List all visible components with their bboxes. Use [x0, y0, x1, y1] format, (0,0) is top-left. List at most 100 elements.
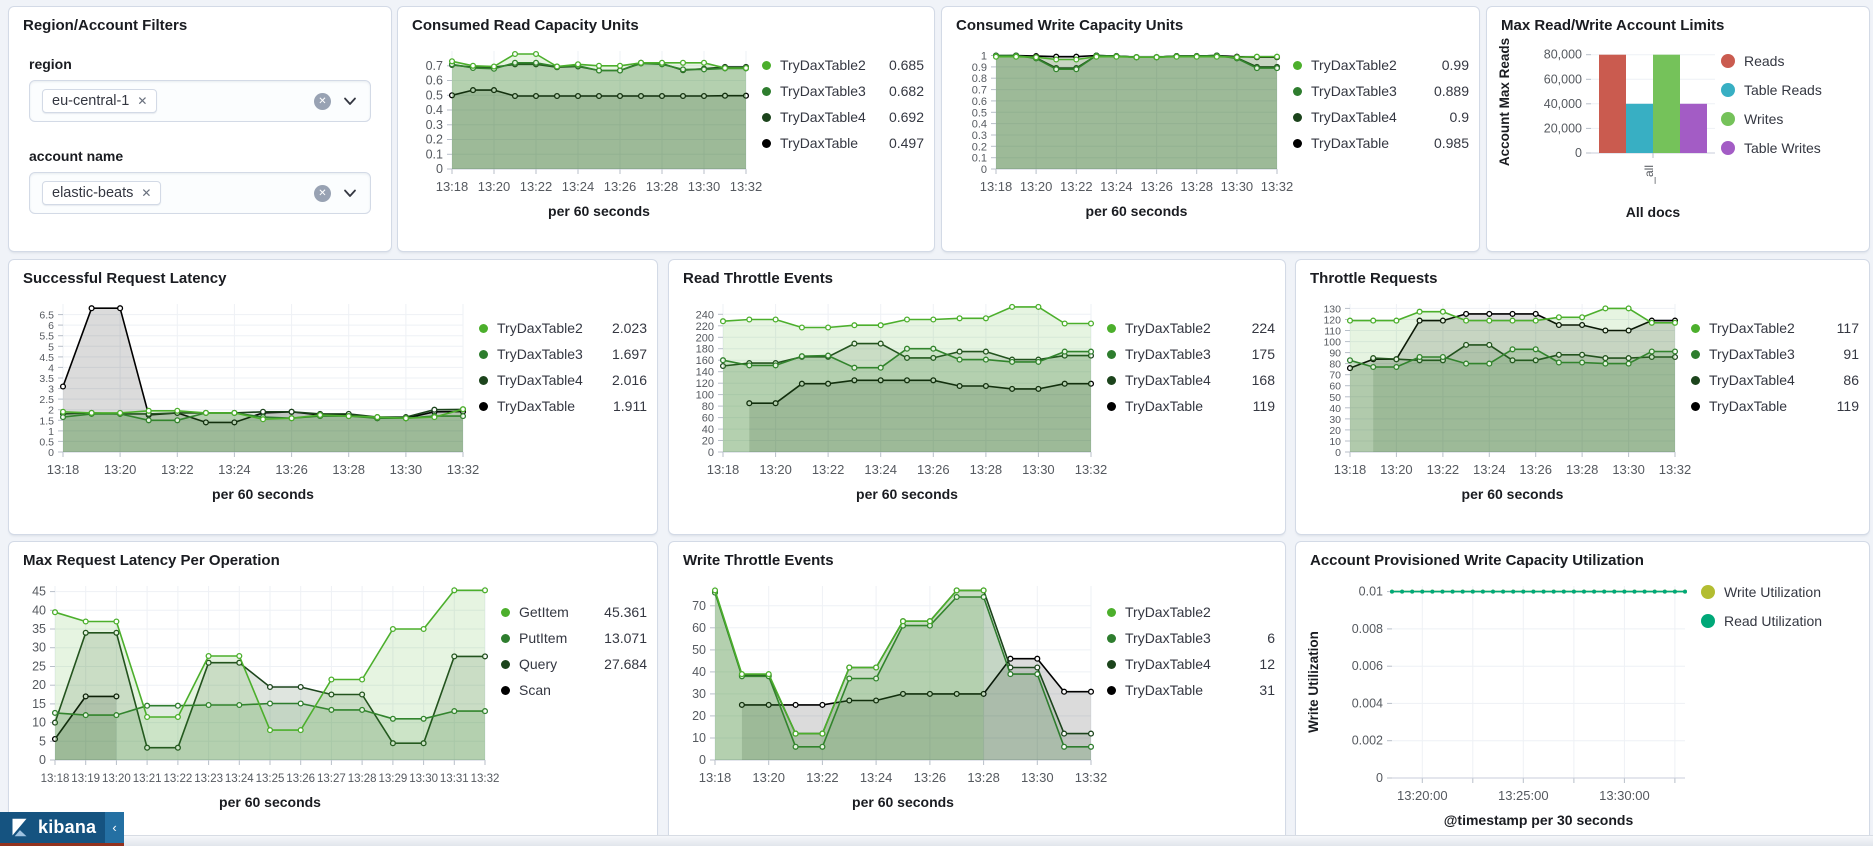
- svg-text:5: 5: [39, 734, 46, 748]
- consumed-write-capacity-chart[interactable]: 13:18 13:20 13:22 13:24 13:26 13:28 13:30 13:32…: [948, 37, 1294, 225]
- svg-text:25: 25: [32, 660, 46, 674]
- legend-item[interactable]: TryDaxTable2 224: [1107, 320, 1275, 336]
- legend-dot-icon: [762, 138, 771, 148]
- legend-item[interactable]: Table Reads: [1721, 82, 1859, 98]
- legend-label: TryDaxTable4: [1709, 372, 1795, 388]
- legend-dot-icon: [501, 685, 510, 695]
- successful-request-latency-chart[interactable]: 13:18 13:20 13:22 13:24 13:26 13:28 13:30 13:32…: [15, 290, 479, 508]
- panel-consumed-read-capacity-units: Consumed Read Capacity Units 13:18 13:20 1…: [397, 6, 935, 252]
- legend-item[interactable]: TryDaxTable 119: [1107, 398, 1275, 414]
- svg-text:13:24: 13:24: [218, 462, 251, 477]
- legend-label: Scan: [519, 682, 551, 698]
- legend-dot-icon: [1107, 349, 1116, 359]
- legend-item[interactable]: TryDaxTable2 0.99: [1293, 57, 1469, 73]
- legend-item[interactable]: TryDaxTable4 0.9: [1293, 109, 1469, 125]
- legend-label: TryDaxTable2: [780, 57, 866, 73]
- legend-item[interactable]: Reads: [1721, 53, 1859, 69]
- legend-item[interactable]: TryDaxTable2: [1107, 604, 1275, 620]
- legend-item[interactable]: Table Writes: [1721, 140, 1859, 156]
- svg-text:0.3: 0.3: [426, 118, 443, 132]
- write-capacity-utilization-chart[interactable]: 13:20:00 13:25:00 13:30:00 0 0.002 0.004 0.006…: [1302, 572, 1701, 834]
- max-request-latency-chart[interactable]: 13:18 13:19 13:20 13:21 13:22 13:23 13:24 13:25…: [15, 572, 501, 816]
- panel-max-request-latency-per-operation: Max Request Latency Per Operation 13:18 1…: [8, 541, 658, 843]
- legend-dot-icon: [1701, 614, 1715, 628]
- account-limits-bar-chart[interactable]: 0 20,000 40,000 60,000 80,000 _all All docs Acc…: [1493, 37, 1721, 225]
- legend-item[interactable]: TryDaxTable3 1.697: [479, 346, 647, 362]
- read-throttle-events-chart[interactable]: 13:18 13:20 13:22 13:24 13:26 13:28 13:30 13:32…: [675, 290, 1107, 508]
- legend-item[interactable]: TryDaxTable4 12: [1107, 656, 1275, 672]
- legend-item[interactable]: TryDaxTable 0.985: [1293, 135, 1469, 151]
- collapse-nav-button[interactable]: ‹: [105, 812, 124, 843]
- legend-item[interactable]: TryDaxTable3 0.889: [1293, 83, 1469, 99]
- svg-text:5.5: 5.5: [39, 331, 54, 343]
- svg-text:15: 15: [32, 697, 46, 711]
- legend-item[interactable]: Writes: [1721, 111, 1859, 127]
- legend-item[interactable]: TryDaxTable4 86: [1691, 372, 1859, 388]
- account-combobox[interactable]: elastic-beats ✕ ✕: [29, 172, 371, 214]
- svg-text:13:32: 13:32: [1075, 462, 1107, 477]
- chart-legend: TryDaxTable2 0.99 TryDaxTable3 0.889 TryDaxT…: [1293, 37, 1469, 225]
- panel-title: Account Provisioned Write Capacity Utili…: [1310, 552, 1644, 569]
- legend-item[interactable]: TryDaxTable 1.911: [479, 398, 647, 414]
- write-throttle-events-chart[interactable]: 13:18 13:20 13:22 13:24 13:26 13:28 13:30 13:32…: [675, 572, 1107, 816]
- svg-text:13:30: 13:30: [390, 462, 423, 477]
- clear-account-icon[interactable]: ✕: [314, 184, 331, 202]
- legend-item[interactable]: TryDaxTable2 117: [1691, 320, 1859, 336]
- region-pill-label: eu-central-1: [52, 93, 130, 109]
- legend-item[interactable]: Write Utilization: [1701, 584, 1859, 600]
- svg-text:60: 60: [1329, 381, 1341, 393]
- kibana-logo[interactable]: kibana: [0, 812, 105, 843]
- svg-text:1: 1: [981, 51, 987, 63]
- region-filter-label: region: [29, 56, 72, 72]
- svg-text:0.2: 0.2: [426, 133, 443, 147]
- remove-region-icon[interactable]: ✕: [137, 94, 148, 108]
- legend-item[interactable]: TryDaxTable 0.497: [762, 135, 924, 151]
- legend-dot-icon: [1691, 401, 1700, 411]
- legend-item[interactable]: TryDaxTable3 0.682: [762, 83, 924, 99]
- legend-item[interactable]: TryDaxTable4 2.016: [479, 372, 647, 388]
- legend-label: TryDaxTable3: [497, 346, 583, 362]
- svg-text:10: 10: [32, 716, 46, 730]
- legend-item[interactable]: TryDaxTable2 0.685: [762, 57, 924, 73]
- legend-dot-icon: [479, 349, 488, 359]
- legend-item[interactable]: Query 27.684: [501, 656, 647, 672]
- legend-dot-icon: [1107, 685, 1116, 695]
- legend-item[interactable]: TryDaxTable4 0.692: [762, 109, 924, 125]
- legend-label: Write Utilization: [1724, 584, 1821, 600]
- legend-label: TryDaxTable2: [1125, 604, 1211, 620]
- svg-text:13:30: 13:30: [688, 179, 721, 194]
- legend-dot-icon: [1691, 375, 1700, 385]
- svg-text:20: 20: [1329, 425, 1341, 437]
- svg-text:0.01: 0.01: [1359, 585, 1383, 599]
- legend-item[interactable]: PutItem 13.071: [501, 630, 647, 646]
- legend-item[interactable]: Read Utilization: [1701, 613, 1859, 629]
- legend-item[interactable]: TryDaxTable 119: [1691, 398, 1859, 414]
- horizontal-scrollbar[interactable]: [124, 835, 1873, 846]
- account-pill[interactable]: elastic-beats ✕: [42, 181, 162, 205]
- legend-dot-icon: [1721, 83, 1735, 97]
- legend-item[interactable]: TryDaxTable 31: [1107, 682, 1275, 698]
- legend-dot-icon: [1721, 141, 1735, 155]
- chevron-down-icon[interactable]: [342, 93, 358, 109]
- remove-account-icon[interactable]: ✕: [141, 186, 152, 200]
- legend-item[interactable]: TryDaxTable2 2.023: [479, 320, 647, 336]
- svg-text:13:20: 13:20: [104, 462, 137, 477]
- legend-item[interactable]: TryDaxTable3 91: [1691, 346, 1859, 362]
- legend-item[interactable]: TryDaxTable4 168: [1107, 372, 1275, 388]
- svg-text:1.5: 1.5: [39, 415, 54, 427]
- legend-item[interactable]: TryDaxTable3 6: [1107, 630, 1275, 646]
- consumed-read-capacity-chart[interactable]: 13:18 13:20 13:22 13:24 13:26 13:28 13:30 13:32…: [404, 37, 762, 225]
- svg-text:0.1: 0.1: [972, 153, 987, 165]
- clear-region-icon[interactable]: ✕: [314, 92, 331, 110]
- legend-item[interactable]: TryDaxTable3 175: [1107, 346, 1275, 362]
- chevron-down-icon[interactable]: [342, 185, 358, 201]
- svg-text:30: 30: [692, 687, 706, 701]
- legend-dot-icon: [1107, 607, 1116, 617]
- panel-title: Successful Request Latency: [23, 270, 227, 287]
- svg-text:13:28: 13:28: [970, 462, 1003, 477]
- region-pill[interactable]: eu-central-1 ✕: [42, 89, 158, 113]
- legend-item[interactable]: GetItem 45.361: [501, 604, 647, 620]
- throttle-requests-chart[interactable]: 13:18 13:20 13:22 13:24 13:26 13:28 13:30 13:32…: [1302, 290, 1691, 508]
- legend-item[interactable]: Scan: [501, 682, 647, 698]
- region-combobox[interactable]: eu-central-1 ✕ ✕: [29, 80, 371, 122]
